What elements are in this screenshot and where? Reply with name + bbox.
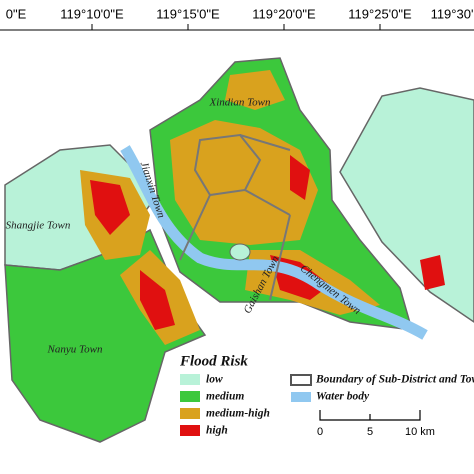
legend-label: Water body <box>316 391 370 403</box>
legend-swatch <box>291 392 311 402</box>
legend-title: Flood Risk <box>179 353 248 369</box>
legend-label: high <box>206 425 228 437</box>
longitude-label: 119°15'0"E <box>156 6 220 21</box>
longitude-label: 119°30' <box>431 6 474 21</box>
longitude-label: 119°10'0"E <box>60 6 124 21</box>
legend-swatch <box>290 374 312 386</box>
legend-swatch <box>180 408 200 419</box>
high-risk-area <box>290 155 310 200</box>
town-label: Nanyu Town <box>47 344 103 356</box>
town-label: Xindian Town <box>208 97 271 109</box>
legend-swatch <box>180 374 200 385</box>
legend-swatch <box>180 425 200 436</box>
scale-label: 5 <box>367 426 373 438</box>
legend-label: low <box>206 374 223 386</box>
legend-label: Boundary of Sub-District and Town <box>315 374 474 386</box>
legend-label: medium-high <box>206 408 270 420</box>
scale-label: 0 <box>317 426 323 438</box>
longitude-label: 0"E <box>6 6 27 21</box>
river <box>120 145 428 340</box>
high-risk-area <box>90 180 130 235</box>
town-label: Shangjie Town <box>6 220 71 232</box>
high-risk-area <box>140 270 175 330</box>
high-risk-area <box>420 255 445 290</box>
legend-swatch <box>180 391 200 402</box>
island <box>229 243 251 261</box>
scale-label: 10 km <box>405 426 435 438</box>
longitude-label: 119°25'0"E <box>348 6 412 21</box>
medium-high-area <box>225 70 285 110</box>
legend-label: medium <box>206 391 244 403</box>
graticule-strip <box>0 0 474 30</box>
longitude-label: 119°20'0"E <box>252 6 316 21</box>
scale-bar <box>319 410 421 421</box>
sub-district-boundary <box>179 133 291 301</box>
legend-box <box>176 348 474 446</box>
medium-high-area <box>170 120 318 245</box>
